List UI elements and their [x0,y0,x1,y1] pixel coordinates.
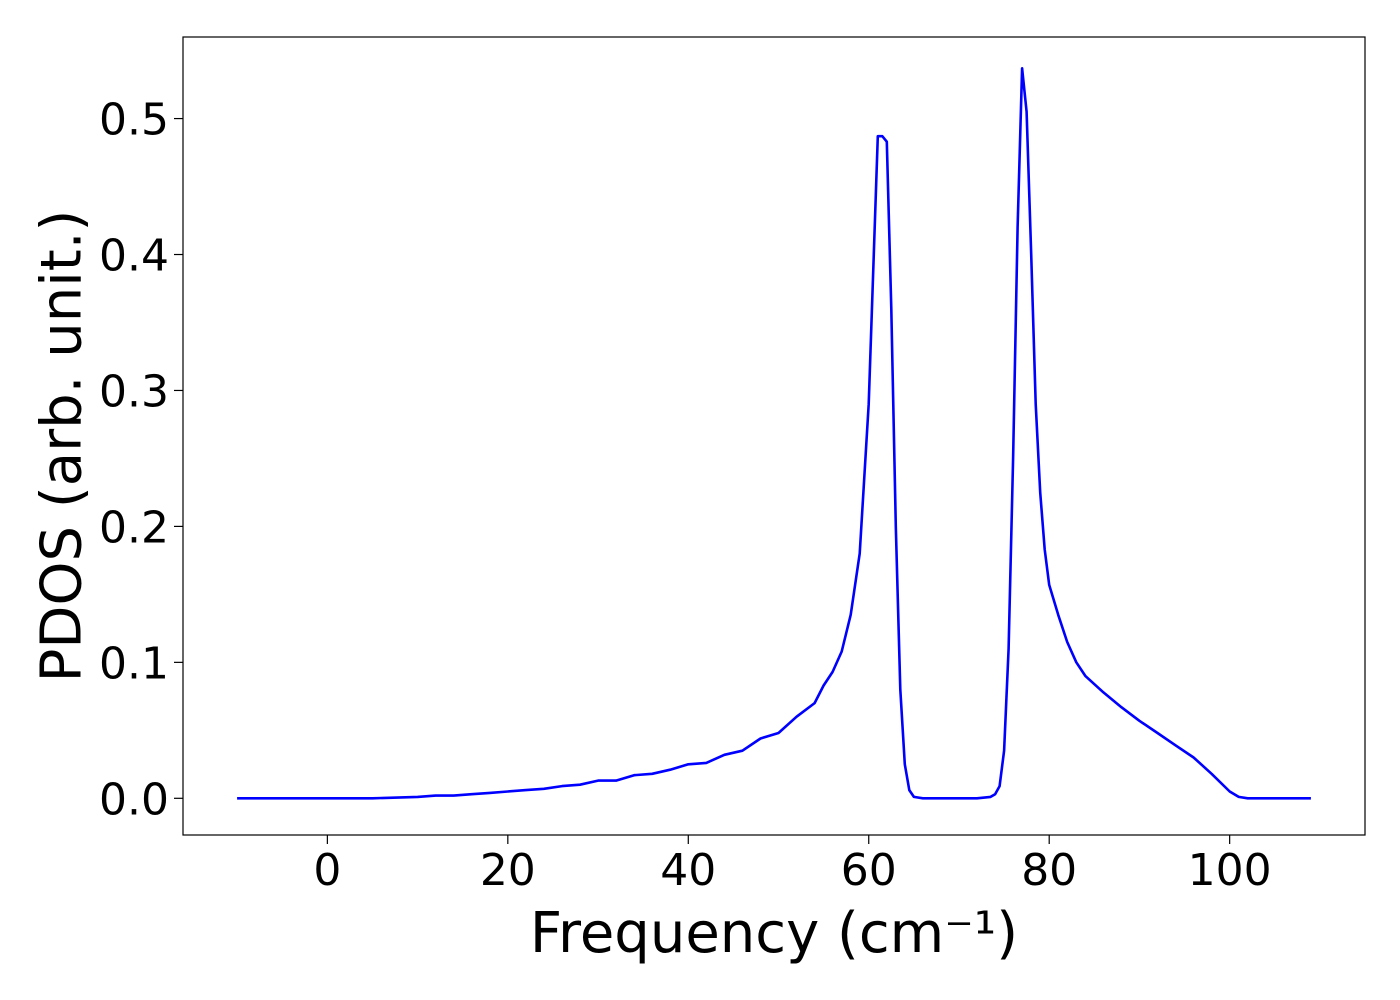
x-tick-label: 20 [480,845,536,896]
pdos-series-line [237,67,1311,800]
x-tick-label: 80 [1021,845,1077,896]
plot-frame [182,36,1366,836]
y-tick-label: 0.0 [99,774,169,825]
y-tick-label: 0.5 [99,95,169,146]
y-tick-label: 0.4 [99,231,169,282]
x-tick-label: 40 [660,845,716,896]
y-tick-label: 0.2 [99,502,169,553]
series-layer [237,67,1311,800]
x-tick-label: 100 [1188,845,1272,896]
y-axis-label: PDOS (arb. unit.) [30,210,95,683]
x-tick-label: 60 [841,845,897,896]
y-tick-label: 0.1 [99,638,169,689]
x-axis-label: Frequency (cm⁻¹) [530,901,1018,966]
y-tick-label: 0.3 [99,366,169,417]
x-tick-label: 0 [313,845,341,896]
ticks-layer: 0 20 40 60 80 100 0.0 0.1 0.2 0.3 0.4 0.5 [99,95,1272,896]
